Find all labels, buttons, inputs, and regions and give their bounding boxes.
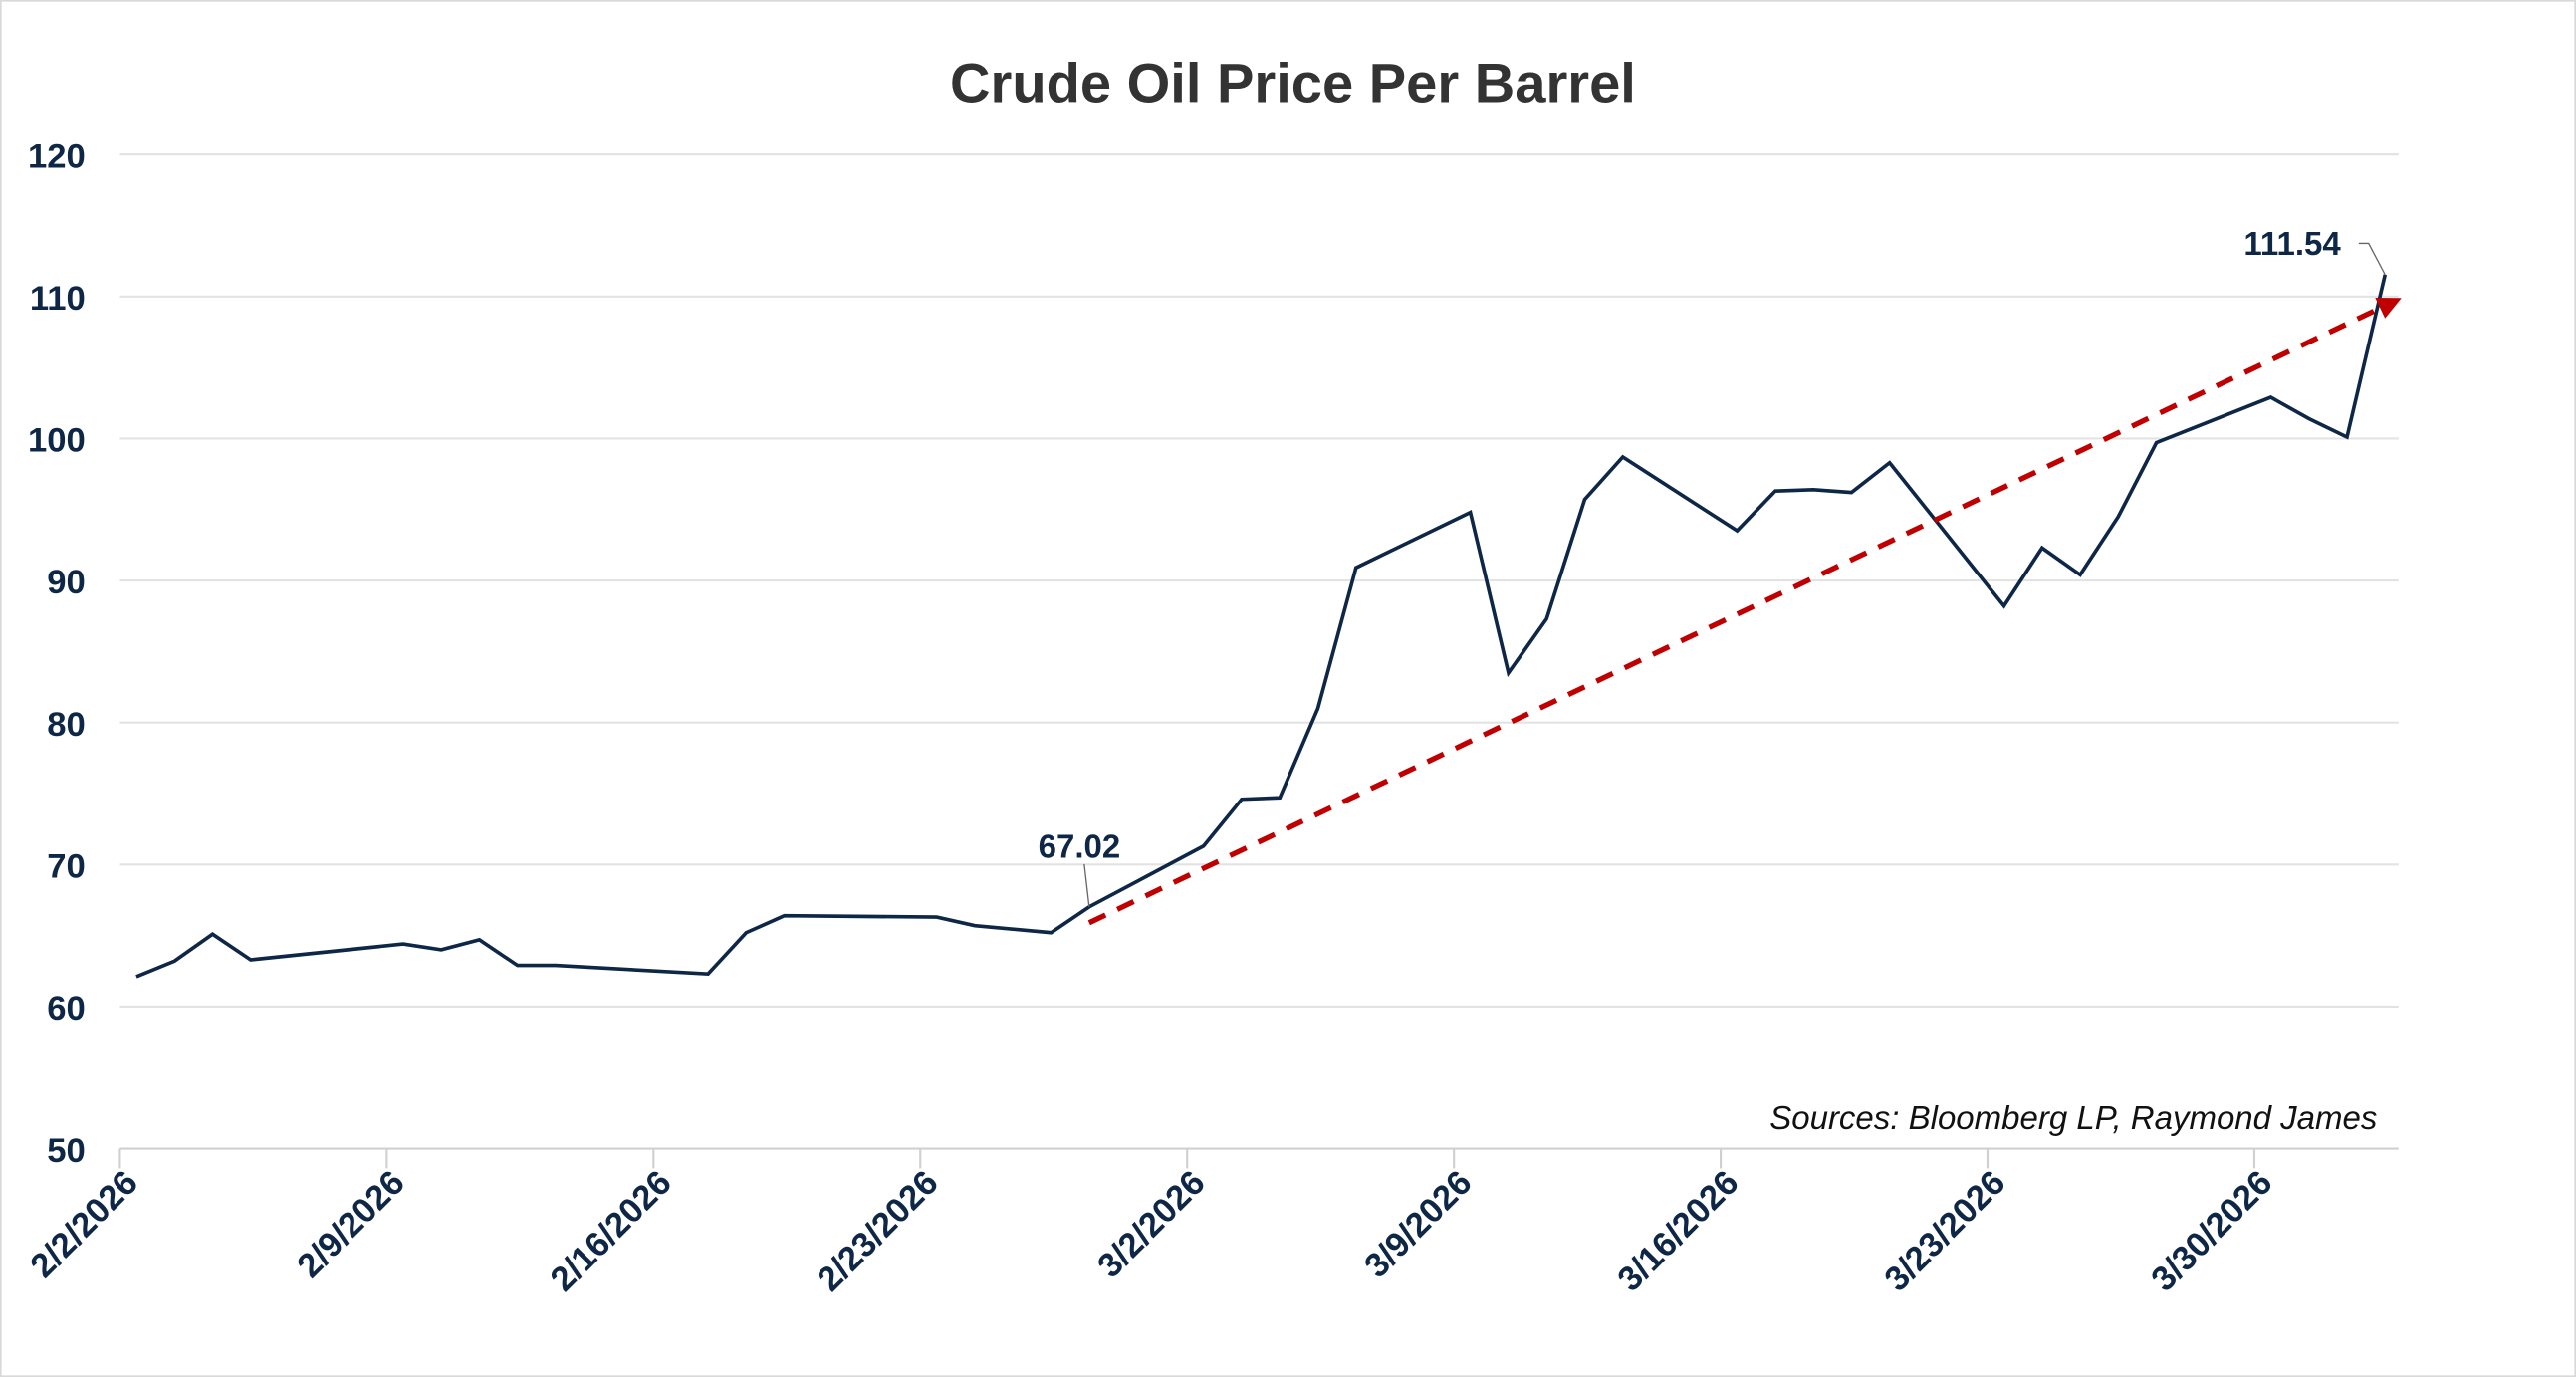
trend-arrow-head [2375,298,2402,319]
price-line [135,274,2388,979]
y-tick-label: 100 [28,422,86,460]
y-tick-label: 70 [47,848,86,886]
annotation-label: 111.54 [2243,225,2341,262]
chart-title: Crude Oil Price Per Barrel [950,51,1636,114]
source-note: Sources: Bloomberg LP, Raymond James [1769,1099,2377,1136]
y-tick-label: 110 [30,280,86,318]
annotation-leader [1083,863,1090,907]
y-tick-label: 50 [47,1132,86,1170]
y-tick-label: 60 [47,990,86,1028]
annotation-label: 67.02 [1039,827,1121,864]
y-tick-label: 80 [47,706,86,744]
annotation-leader [2358,242,2386,276]
y-tick-label: 90 [47,564,86,601]
y-tick-label: 120 [28,137,86,175]
trend-arrow-line [1087,305,2383,926]
